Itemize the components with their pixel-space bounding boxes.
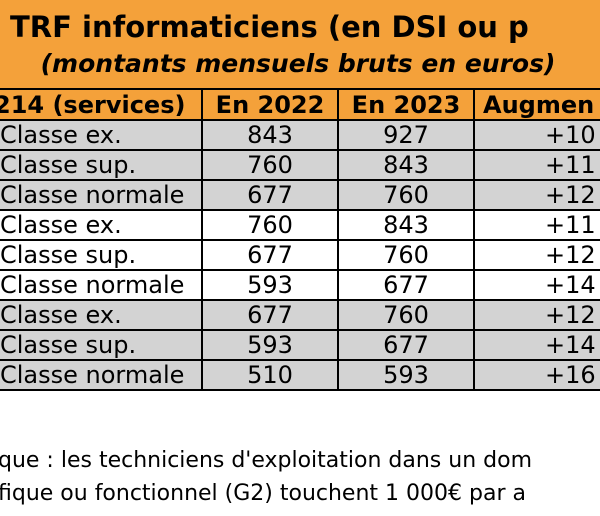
cell-2023: 677 <box>337 329 475 361</box>
salary-table-container: SE TRF informaticiens (en DSI ou p (mont… <box>0 0 600 391</box>
cell-increase: +11 <box>472 209 600 241</box>
cell-2023: 927 <box>337 119 475 151</box>
table-title-cell: SE TRF informaticiens (en DSI ou p (mont… <box>0 0 600 90</box>
cell-service: Classe normale <box>0 179 203 211</box>
cell-2023: 760 <box>337 299 475 331</box>
cell-service: Classe sup. <box>0 329 203 361</box>
table-row: Classe normale 677 760 +12 <box>0 179 600 211</box>
cell-service: Classe ex. <box>0 299 203 331</box>
cell-2023: 677 <box>337 269 475 301</box>
cell-2022: 760 <box>201 149 339 181</box>
cell-service: Classe ex. <box>0 209 203 241</box>
cell-2022: 843 <box>201 119 339 151</box>
cell-increase: +12 <box>472 299 600 331</box>
table-row: Classe sup. 760 843 +11 <box>0 149 600 181</box>
cell-2022: 677 <box>201 179 339 211</box>
cell-increase: +12 <box>472 179 600 211</box>
salary-table: SE TRF informaticiens (en DSI ou p (mont… <box>0 0 600 391</box>
table-row: Classe normale 593 677 +14 <box>0 269 600 301</box>
footnote-line-1: que : les techniciens d'exploitation dan… <box>0 448 532 473</box>
table-row: Classe ex. 760 843 +11 <box>0 209 600 241</box>
cell-increase: +14 <box>472 269 600 301</box>
column-header-services: 214 (services) <box>0 88 203 121</box>
table-row: Classe ex. 843 927 +10 <box>0 119 600 151</box>
column-header-2022: En 2022 <box>201 88 339 121</box>
footnote: que : les techniciens d'exploitation dan… <box>0 444 532 510</box>
cell-2022: 593 <box>201 329 339 361</box>
table-body: Classe ex. 843 927 +10 Classe sup. 760 843 +11 C… <box>0 119 600 391</box>
table-row: Classe sup. 593 677 +14 <box>0 329 600 361</box>
footnote-line-2: fique ou fonctionnel (G2) touchent 1 000… <box>0 481 526 506</box>
column-header-row: 214 (services) En 2022 En 2023 Augmen <box>0 88 600 121</box>
cell-2023: 843 <box>337 209 475 241</box>
cell-service: Classe ex. <box>0 119 203 151</box>
cell-increase: +14 <box>472 329 600 361</box>
cell-increase: +11 <box>472 149 600 181</box>
cell-increase: +12 <box>472 239 600 271</box>
cell-2022: 677 <box>201 299 339 331</box>
table-subtitle: (montants mensuels bruts en euros) <box>40 49 556 78</box>
table-title: SE TRF informaticiens (en DSI ou p <box>0 10 529 44</box>
cell-service: Classe sup. <box>0 149 203 181</box>
cell-2023: 593 <box>337 359 475 391</box>
table-row: Classe ex. 677 760 +12 <box>0 299 600 331</box>
cell-2023: 760 <box>337 179 475 211</box>
cell-service: Classe normale <box>0 269 203 301</box>
cell-2022: 510 <box>201 359 339 391</box>
cell-increase: +10 <box>472 119 600 151</box>
cell-2023: 843 <box>337 149 475 181</box>
cell-service: Classe normale <box>0 359 203 391</box>
table-row: Classe sup. 677 760 +12 <box>0 239 600 271</box>
cell-2022: 677 <box>201 239 339 271</box>
cell-2022: 593 <box>201 269 339 301</box>
cell-increase: +16 <box>472 359 600 391</box>
cell-service: Classe sup. <box>0 239 203 271</box>
column-header-increase: Augmen <box>472 88 600 121</box>
table-row: Classe normale 510 593 +16 <box>0 359 600 391</box>
cell-2023: 760 <box>337 239 475 271</box>
column-header-2023: En 2023 <box>337 88 475 121</box>
cell-2022: 760 <box>201 209 339 241</box>
